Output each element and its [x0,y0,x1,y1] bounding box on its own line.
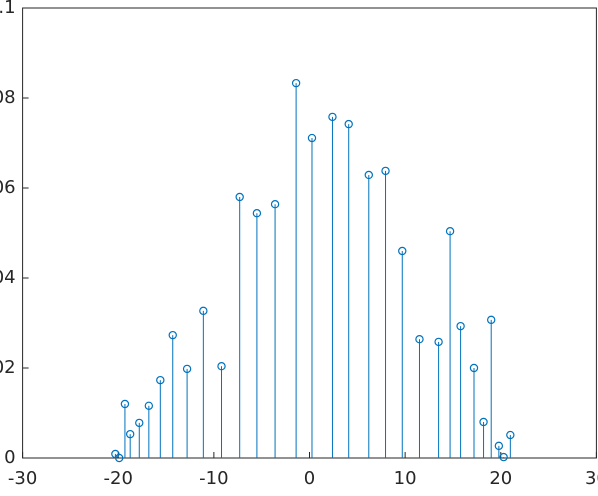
stem-marker [307,133,317,143]
stem-marker [398,246,407,256]
stem-marker [168,330,177,340]
y-tick-label: 0.06 [0,177,16,198]
stem-marker [344,119,353,129]
stem-marker [381,166,390,176]
stem-marker [144,401,154,410]
stem-marker [182,364,192,374]
stem-marker [434,337,443,347]
stem-marker [494,441,504,451]
stem-marker [328,112,337,122]
stem-marker [135,418,144,428]
y-tick-label: 0 [4,447,15,468]
x-tick-label: 10 [394,468,417,489]
stem-marker [120,399,130,409]
stem-marker [364,170,373,180]
stem-marker [456,321,465,331]
x-tick-label: 30 [585,468,598,489]
plot-frame [22,7,597,459]
stem-marker [235,192,244,202]
stem-marker [114,453,124,463]
x-tick-label: 0 [304,468,315,489]
x-tick-label: -30 [8,468,37,489]
stem-marker [499,452,508,462]
x-tick-label: -20 [104,468,133,489]
y-tick-label: 0.02 [0,357,16,378]
x-tick-label: 20 [489,468,512,489]
stem-marker [445,226,455,236]
stem-marker [125,429,135,439]
stem-marker [479,417,488,427]
stem-marker [252,208,262,218]
stem-marker [506,430,515,440]
y-tick-label: 0.04 [0,267,16,288]
stem-marker [415,335,424,344]
stem-marker [469,363,479,373]
stem-marker [156,375,165,385]
stem-marker [199,306,208,316]
y-tick-label: 0.1 [0,0,16,18]
stem-marker [270,199,280,209]
stem-marker [217,362,226,371]
x-tick-label: -10 [199,468,228,489]
stem-marker [291,78,301,88]
y-tick-label: 0.08 [0,87,16,108]
stem-marker [487,315,496,325]
